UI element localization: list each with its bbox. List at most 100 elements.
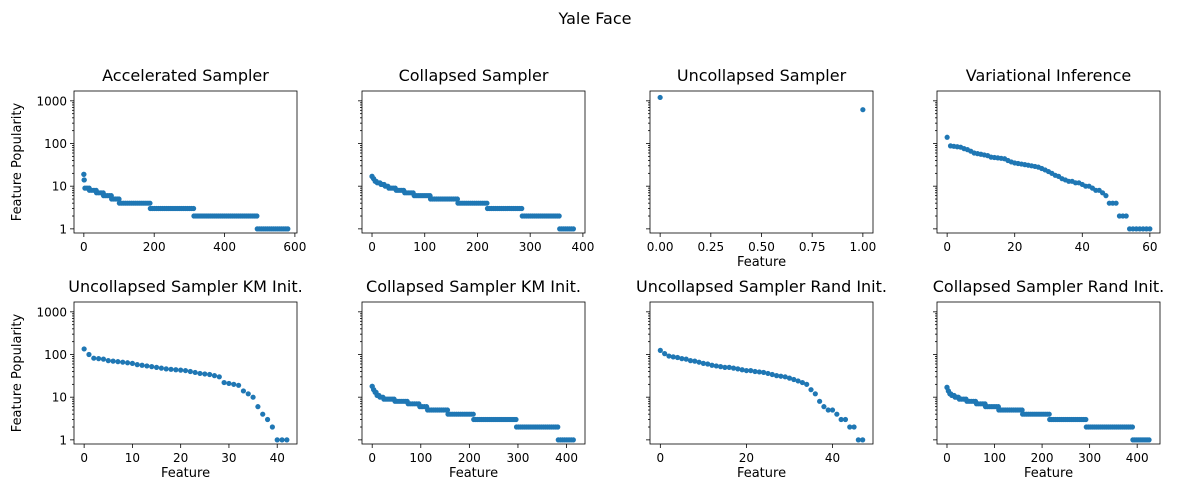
y-axis-label: Feature Popularity [10, 313, 25, 432]
x-tick-label: 300 [507, 451, 530, 465]
subplot: Variational Inference 0 20 40 60 [933, 66, 1161, 254]
data-point [110, 358, 116, 364]
data-point [756, 369, 762, 375]
data-point [683, 356, 689, 362]
data-point [674, 354, 681, 361]
data-point [782, 374, 788, 380]
x-tick-label: 300 [1078, 451, 1101, 465]
data-point [838, 416, 844, 423]
data-point [1129, 424, 1136, 430]
data-point [279, 437, 285, 443]
data-point [96, 356, 102, 362]
data-point [81, 177, 87, 183]
data-point [657, 94, 663, 101]
data-point [752, 368, 758, 375]
x-tick-label: 200 [1031, 451, 1054, 465]
data-point [804, 381, 810, 387]
data-point [687, 358, 694, 364]
data-point [1019, 407, 1025, 413]
subplot-title: Uncollapsed Sampler Rand Init. [636, 277, 887, 296]
x-tick-label: 100 [413, 240, 436, 254]
subplot: Collapsed Sampler 0 100 200 300 400 [358, 66, 594, 254]
data-point [124, 360, 131, 366]
data-point [735, 366, 741, 372]
y-tick-label: 100 [44, 137, 67, 151]
subplot-title: Collapsed Sampler [399, 66, 549, 85]
x-tick-label: 200 [458, 451, 481, 465]
data-point [211, 373, 218, 379]
data-point [216, 374, 222, 380]
x-tick-label: 0 [368, 240, 376, 254]
data-point [260, 411, 266, 417]
data-point [555, 424, 561, 430]
x-axis-label: Feature [449, 466, 498, 481]
data-point [178, 367, 184, 373]
x-tick-label: 600 [283, 240, 306, 254]
data-point [765, 370, 771, 377]
subplot: Accelerated Sampler 1 10 100 1000 0 200 400 600 F… [10, 66, 306, 254]
data-point [808, 387, 814, 393]
subplot-title: Variational Inference [966, 66, 1132, 85]
data-point [81, 171, 87, 177]
data-point [250, 394, 256, 400]
x-tick-label: 40 [825, 451, 840, 465]
data-point [153, 364, 160, 370]
x-tick-label: 10 [125, 451, 140, 465]
x-tick-label: 20 [739, 451, 754, 465]
data-point [709, 362, 715, 368]
data-point [722, 364, 728, 370]
x-tick-label: 0.00 [647, 240, 674, 254]
data-point [236, 382, 242, 388]
x-tick-label: 0.75 [799, 240, 826, 254]
data-point [134, 362, 140, 368]
x-tick-label: 40 [270, 451, 285, 465]
data-point [786, 375, 793, 381]
data-point [1113, 200, 1119, 206]
data-point [1147, 226, 1153, 232]
data-point [666, 353, 672, 359]
data-point [105, 358, 111, 364]
x-tick-label: 1.00 [850, 240, 877, 254]
subplot: Uncollapsed Sampler 0.00 0.25 0.50 0.75 1.00 F… [646, 66, 876, 270]
data-point [944, 134, 950, 140]
subplot-title: Collapsed Sampler KM Init. [366, 277, 581, 296]
data-point [834, 411, 840, 417]
data-point [670, 354, 676, 360]
x-axis-label: Feature [161, 466, 210, 481]
x-tick-label: 20 [173, 451, 188, 465]
data-point [791, 376, 797, 383]
data-point [173, 367, 179, 373]
x-tick-label: 200 [466, 240, 489, 254]
data-point [168, 366, 174, 372]
x-tick-label: 100 [409, 451, 432, 465]
subplot: Collapsed Sampler Rand Init. 0 100 200 300 40… [933, 277, 1165, 481]
data-point [81, 346, 87, 352]
x-tick-label: 400 [571, 240, 594, 254]
x-tick-label: 100 [983, 451, 1006, 465]
data-point [129, 360, 135, 366]
data-point [226, 380, 232, 387]
data-point [730, 365, 737, 371]
data-point [679, 356, 685, 362]
data-point [144, 363, 150, 369]
data-point [748, 367, 754, 374]
data-point [860, 437, 866, 443]
x-tick-label: 400 [555, 451, 578, 465]
data-point [284, 437, 290, 443]
data-point [264, 416, 271, 423]
data-point [570, 437, 576, 443]
data-point [147, 200, 153, 206]
y-tick-label: 10 [52, 180, 67, 194]
y-tick-label: 1000 [36, 305, 67, 319]
x-axis-label: Feature [1024, 466, 1073, 481]
x-axis-label: Feature [737, 466, 786, 481]
data-point [1146, 437, 1152, 443]
data-point [743, 367, 750, 374]
data-point [662, 351, 668, 357]
data-point [761, 369, 767, 376]
data-point [139, 362, 145, 368]
data-point [692, 358, 698, 364]
data-point [192, 369, 198, 376]
x-tick-label: 60 [1142, 240, 1157, 254]
